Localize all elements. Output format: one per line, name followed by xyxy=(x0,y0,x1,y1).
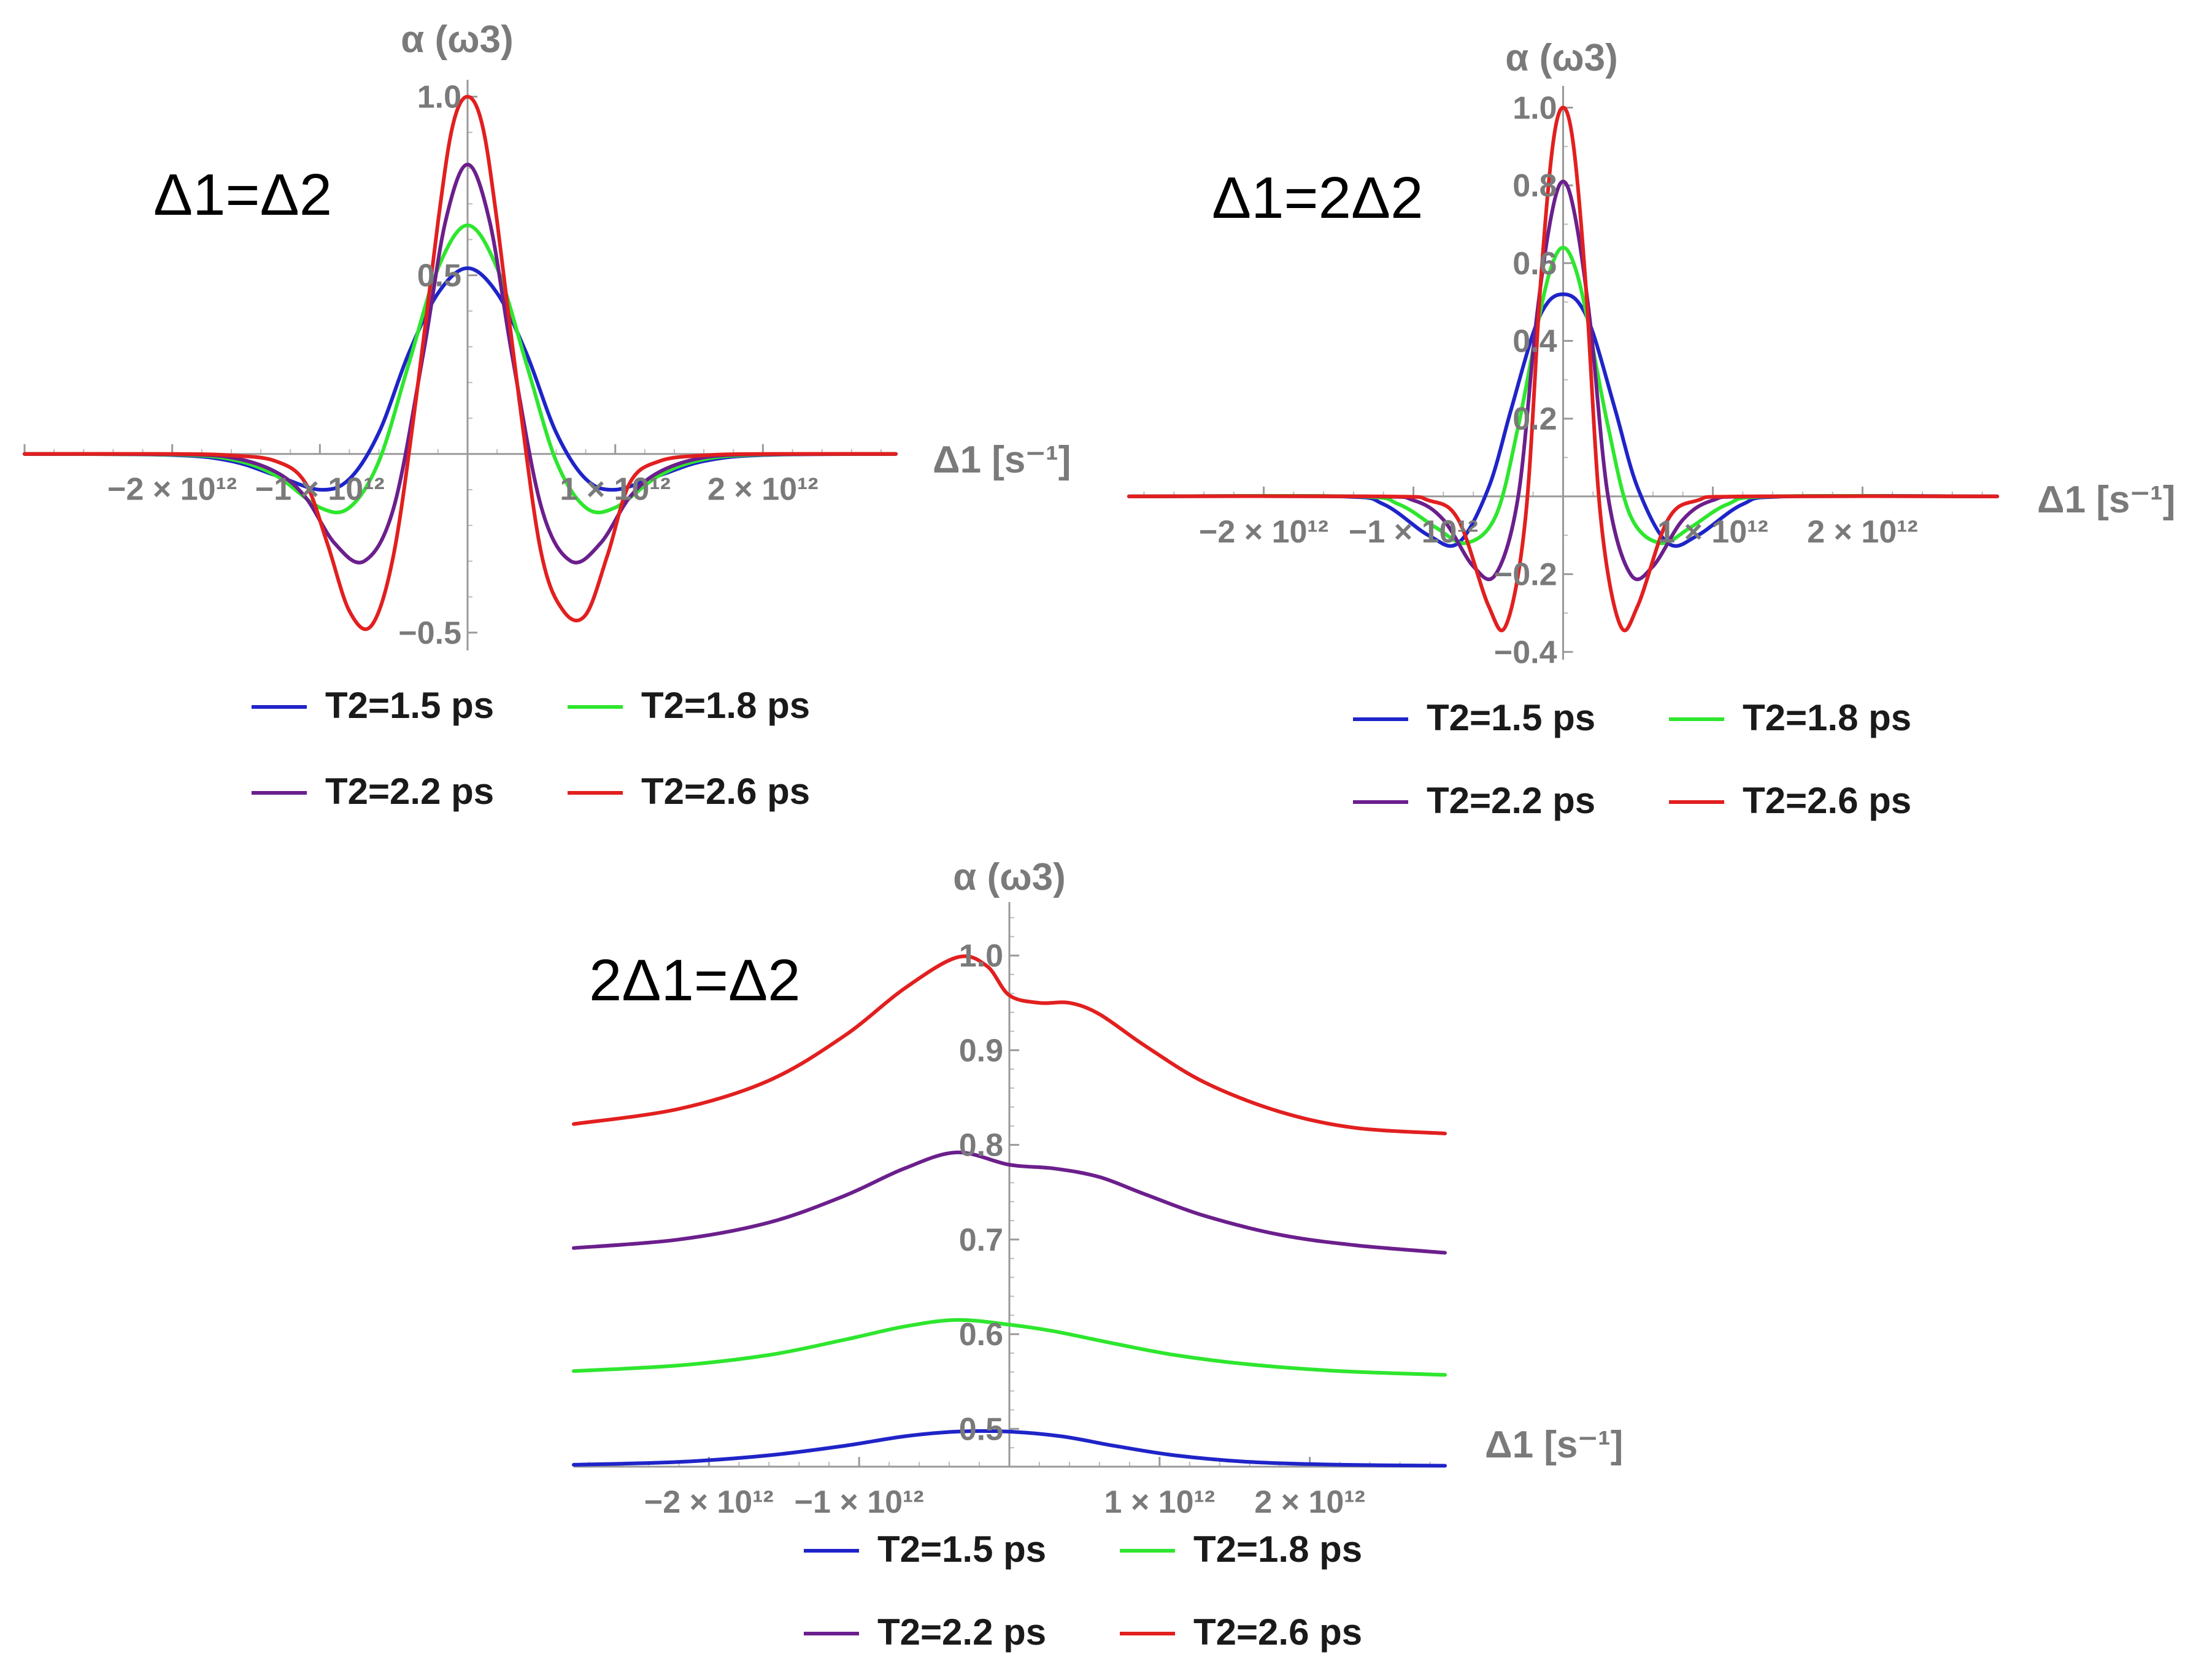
legend: T2=1.5 ps T2=1.8 ps T2=2.2 ps T2=2.6 ps xyxy=(252,685,810,812)
legend-label: T2=2.2 ps xyxy=(325,771,494,812)
y-axis-label: α (ω3) xyxy=(1505,37,1618,79)
y-tick-label: 0.8 xyxy=(1513,168,1557,204)
legend-item: T2=1.5 ps xyxy=(1353,697,1595,738)
y-tick-label: 1.0 xyxy=(959,938,1003,974)
x-tick-label: −1 × 10¹² xyxy=(795,1484,924,1520)
y-tick-label: 0.5 xyxy=(417,258,461,294)
legend: T2=1.5 ps T2=1.8 ps T2=2.2 ps T2=2.6 ps xyxy=(804,1529,1362,1653)
x-minor-ticks xyxy=(1143,106,1983,653)
y-tick-label: 0.2 xyxy=(1513,401,1557,437)
legend-item: T2=2.6 ps xyxy=(1669,780,1911,821)
y-tick-label: 0.6 xyxy=(959,1317,1003,1353)
legend: T2=1.5 ps T2=1.8 ps T2=2.2 ps T2=2.6 ps xyxy=(1353,697,1911,821)
y-tick-label: 1.0 xyxy=(417,79,461,115)
series-line-0 xyxy=(572,1429,1447,1468)
x-tick-label: 1 × 10¹² xyxy=(1104,1484,1215,1520)
series-line-1 xyxy=(23,223,898,515)
series-line-1 xyxy=(1127,245,1999,546)
x-axis-label: Δ1 [s⁻¹] xyxy=(2037,479,2175,521)
legend-item: T2=2.2 ps xyxy=(252,771,494,812)
legend-label: T2=2.2 ps xyxy=(877,1611,1046,1653)
series-line-2 xyxy=(572,1150,1447,1255)
legend-item: T2=2.2 ps xyxy=(804,1611,1046,1653)
y-axis-label: α (ω3) xyxy=(953,856,1066,898)
y-tick-label: 0.6 xyxy=(1513,246,1557,282)
x-axis-label: Δ1 [s⁻¹] xyxy=(933,439,1071,481)
y-axis-label: α (ω3) xyxy=(401,18,514,61)
x-axis-label: Δ1 [s⁻¹] xyxy=(1485,1424,1623,1466)
legend-label: T2=1.5 ps xyxy=(325,685,494,726)
legend-label: T2=2.6 ps xyxy=(1193,1611,1362,1653)
x-tick-label: −1 × 10¹² xyxy=(255,472,385,508)
legend-item: T2=1.8 ps xyxy=(1120,1529,1362,1570)
y-tick-label: −0.5 xyxy=(398,616,461,651)
chart-panel-half-detuning: −2 × 10¹² −1 × 10¹² 1 × 10¹² 2 × 10¹² 0.5 0.6… xyxy=(572,856,1623,1653)
legend-label: T2=2.6 ps xyxy=(1743,780,1911,821)
x-tick-label: 2 × 10¹² xyxy=(1807,514,1918,550)
series-line-3 xyxy=(1127,106,1999,633)
legend-item: T2=2.6 ps xyxy=(568,771,810,812)
legend-label: T2=2.6 ps xyxy=(641,771,810,812)
series-line-0 xyxy=(23,266,898,492)
legend-item: T2=2.2 ps xyxy=(1353,780,1595,821)
panel-title: Δ1=Δ2 xyxy=(153,162,332,228)
legend-item: T2=1.5 ps xyxy=(804,1529,1046,1570)
chart-panel-equal-detuning: −2 × 10¹² −1 × 10¹² 1 × 10¹² 2 × 10¹² −0.5 0.… xyxy=(23,18,1071,812)
panel-title: Δ1=2Δ2 xyxy=(1212,165,1423,231)
y-tick-label: 1.0 xyxy=(1513,90,1557,126)
legend-label: T2=2.2 ps xyxy=(1427,780,1595,821)
x-tick-label: 1 × 10¹² xyxy=(1657,514,1768,550)
x-tick-label: 2 × 10¹² xyxy=(707,472,819,508)
legend-item: T2=1.8 ps xyxy=(568,685,810,726)
x-tick-label: −2 × 10¹² xyxy=(644,1484,774,1520)
chart-panel-double-detuning: −2 × 10¹² −1 × 10¹² 1 × 10¹² 2 × 10¹² −0.4 −0… xyxy=(1127,37,2175,821)
series-line-3 xyxy=(23,95,898,631)
y-tick-label: 0.9 xyxy=(959,1033,1003,1068)
x-tick-label: −2 × 10¹² xyxy=(1199,514,1328,550)
legend-label: T2=1.8 ps xyxy=(1193,1529,1362,1570)
legend-item: T2=1.8 ps xyxy=(1669,697,1911,738)
series-line-3 xyxy=(572,954,1447,1136)
legend-label: T2=1.5 ps xyxy=(1427,697,1595,738)
y-tick-label: 0.7 xyxy=(959,1222,1003,1258)
x-tick-label: 2 × 10¹² xyxy=(1254,1484,1365,1520)
x-tick-label: −2 × 10¹² xyxy=(107,472,237,508)
legend-label: T2=1.5 ps xyxy=(877,1529,1046,1570)
panel-title: 2Δ1=Δ2 xyxy=(589,948,800,1013)
y-tick-label: −0.4 xyxy=(1494,635,1557,670)
series-line-2 xyxy=(1127,179,1999,581)
y-tick-label: 0.5 xyxy=(959,1411,1003,1447)
series-line-2 xyxy=(23,163,898,565)
y-tick-label: 0.8 xyxy=(959,1128,1003,1164)
legend-label: T2=1.8 ps xyxy=(641,685,810,726)
x-tick-label: 1 × 10¹² xyxy=(560,472,671,508)
legend-label: T2=1.8 ps xyxy=(1743,697,1911,738)
series-line-1 xyxy=(572,1318,1447,1377)
legend-item: T2=2.6 ps xyxy=(1120,1611,1362,1653)
y-tick-label: −0.2 xyxy=(1494,557,1557,593)
x-tick-label: −1 × 10¹² xyxy=(1349,514,1478,550)
series-line-0 xyxy=(1127,292,1999,548)
y-tick-label: 0.4 xyxy=(1513,323,1557,359)
legend-item: T2=1.5 ps xyxy=(252,685,494,726)
